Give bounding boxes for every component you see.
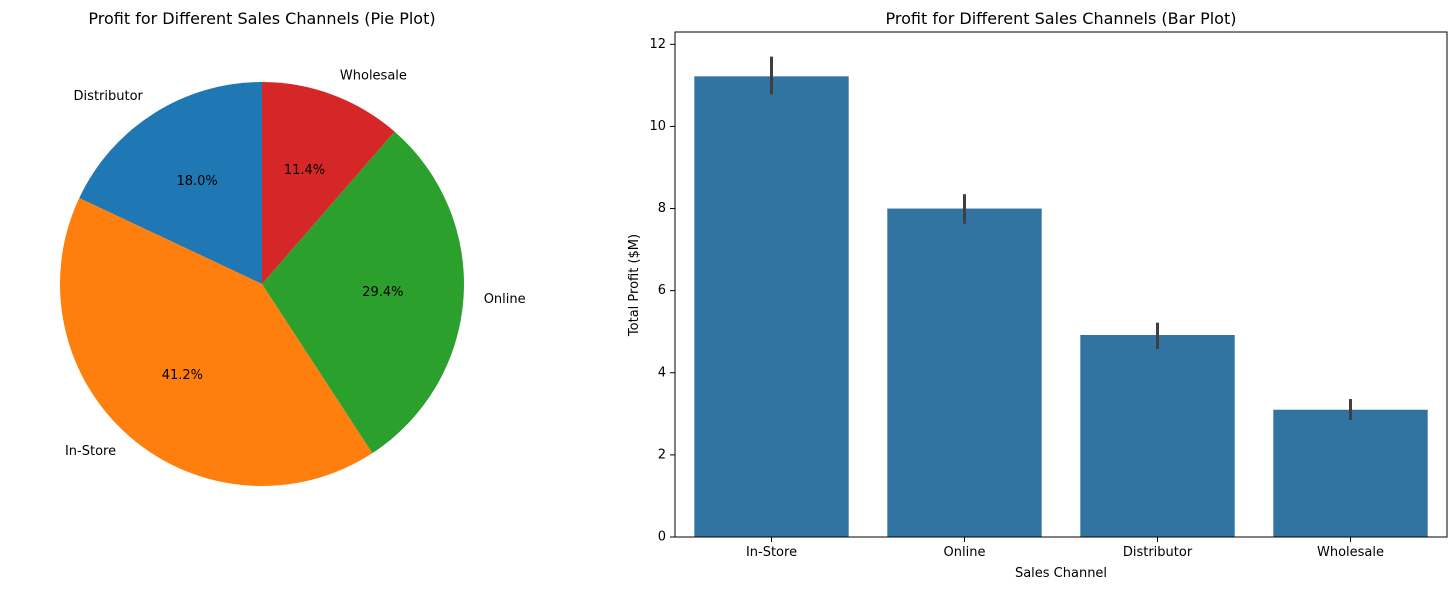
y-tick-label: 8 bbox=[658, 201, 666, 216]
pie-category-label: Distributor bbox=[74, 89, 144, 104]
pie-chart-title: Profit for Different Sales Channels (Pie… bbox=[88, 9, 435, 28]
x-tick-label: Wholesale bbox=[1317, 545, 1384, 560]
bar-chart: Profit for Different Sales Channels (Bar… bbox=[627, 9, 1448, 581]
x-tick-label: In-Store bbox=[746, 545, 797, 560]
bar-in-store bbox=[694, 76, 849, 537]
pie-slices bbox=[59, 81, 464, 487]
pie-percent-label: 29.4% bbox=[362, 285, 403, 300]
axes-spines bbox=[674, 31, 1448, 538]
pie-percent-label: 18.0% bbox=[176, 174, 217, 189]
bar-chart-title: Profit for Different Sales Channels (Bar… bbox=[886, 9, 1237, 28]
pie-percent-label: 41.2% bbox=[162, 368, 203, 383]
axes-frame bbox=[674, 31, 1448, 538]
pie-slice-online bbox=[262, 131, 464, 454]
pie-percent-label: 11.4% bbox=[284, 163, 325, 178]
y-tick-label: 0 bbox=[658, 530, 666, 545]
x-axis-label: Sales Channel bbox=[1015, 566, 1107, 581]
pie-slice-in-store bbox=[59, 197, 373, 487]
bars bbox=[694, 76, 1428, 538]
pie-category-label: In-Store bbox=[65, 444, 116, 459]
bar-online bbox=[887, 208, 1042, 538]
y-tick-label: 12 bbox=[649, 37, 666, 52]
bar-wholesale bbox=[1273, 409, 1428, 537]
error-bars bbox=[770, 56, 1352, 420]
y-tick-label: 10 bbox=[649, 119, 666, 134]
x-axis-ticks: In-Store Online Distributor Wholesale bbox=[746, 537, 1384, 560]
bar-distributor bbox=[1080, 335, 1235, 537]
y-tick-label: 2 bbox=[658, 447, 666, 462]
y-tick-label: 4 bbox=[658, 365, 666, 380]
y-axis-ticks: 0 2 4 6 8 10 12 bbox=[649, 37, 675, 545]
y-tick-label: 6 bbox=[658, 283, 666, 298]
x-tick-label: Distributor bbox=[1123, 545, 1193, 560]
pie-slice-wholesale bbox=[262, 82, 395, 284]
pie-slice-distributor bbox=[79, 81, 262, 284]
y-axis-label: Total Profit ($M) bbox=[627, 234, 642, 337]
pie-category-label: Online bbox=[484, 292, 526, 307]
x-tick-label: Online bbox=[944, 545, 986, 560]
pie-chart: Profit for Different Sales Channels (Pie… bbox=[59, 9, 526, 487]
pie-labels: 18.0% Distributor 41.2% In-Store 29.4% Online… bbox=[65, 68, 526, 459]
pie-category-label: Wholesale bbox=[340, 68, 407, 83]
